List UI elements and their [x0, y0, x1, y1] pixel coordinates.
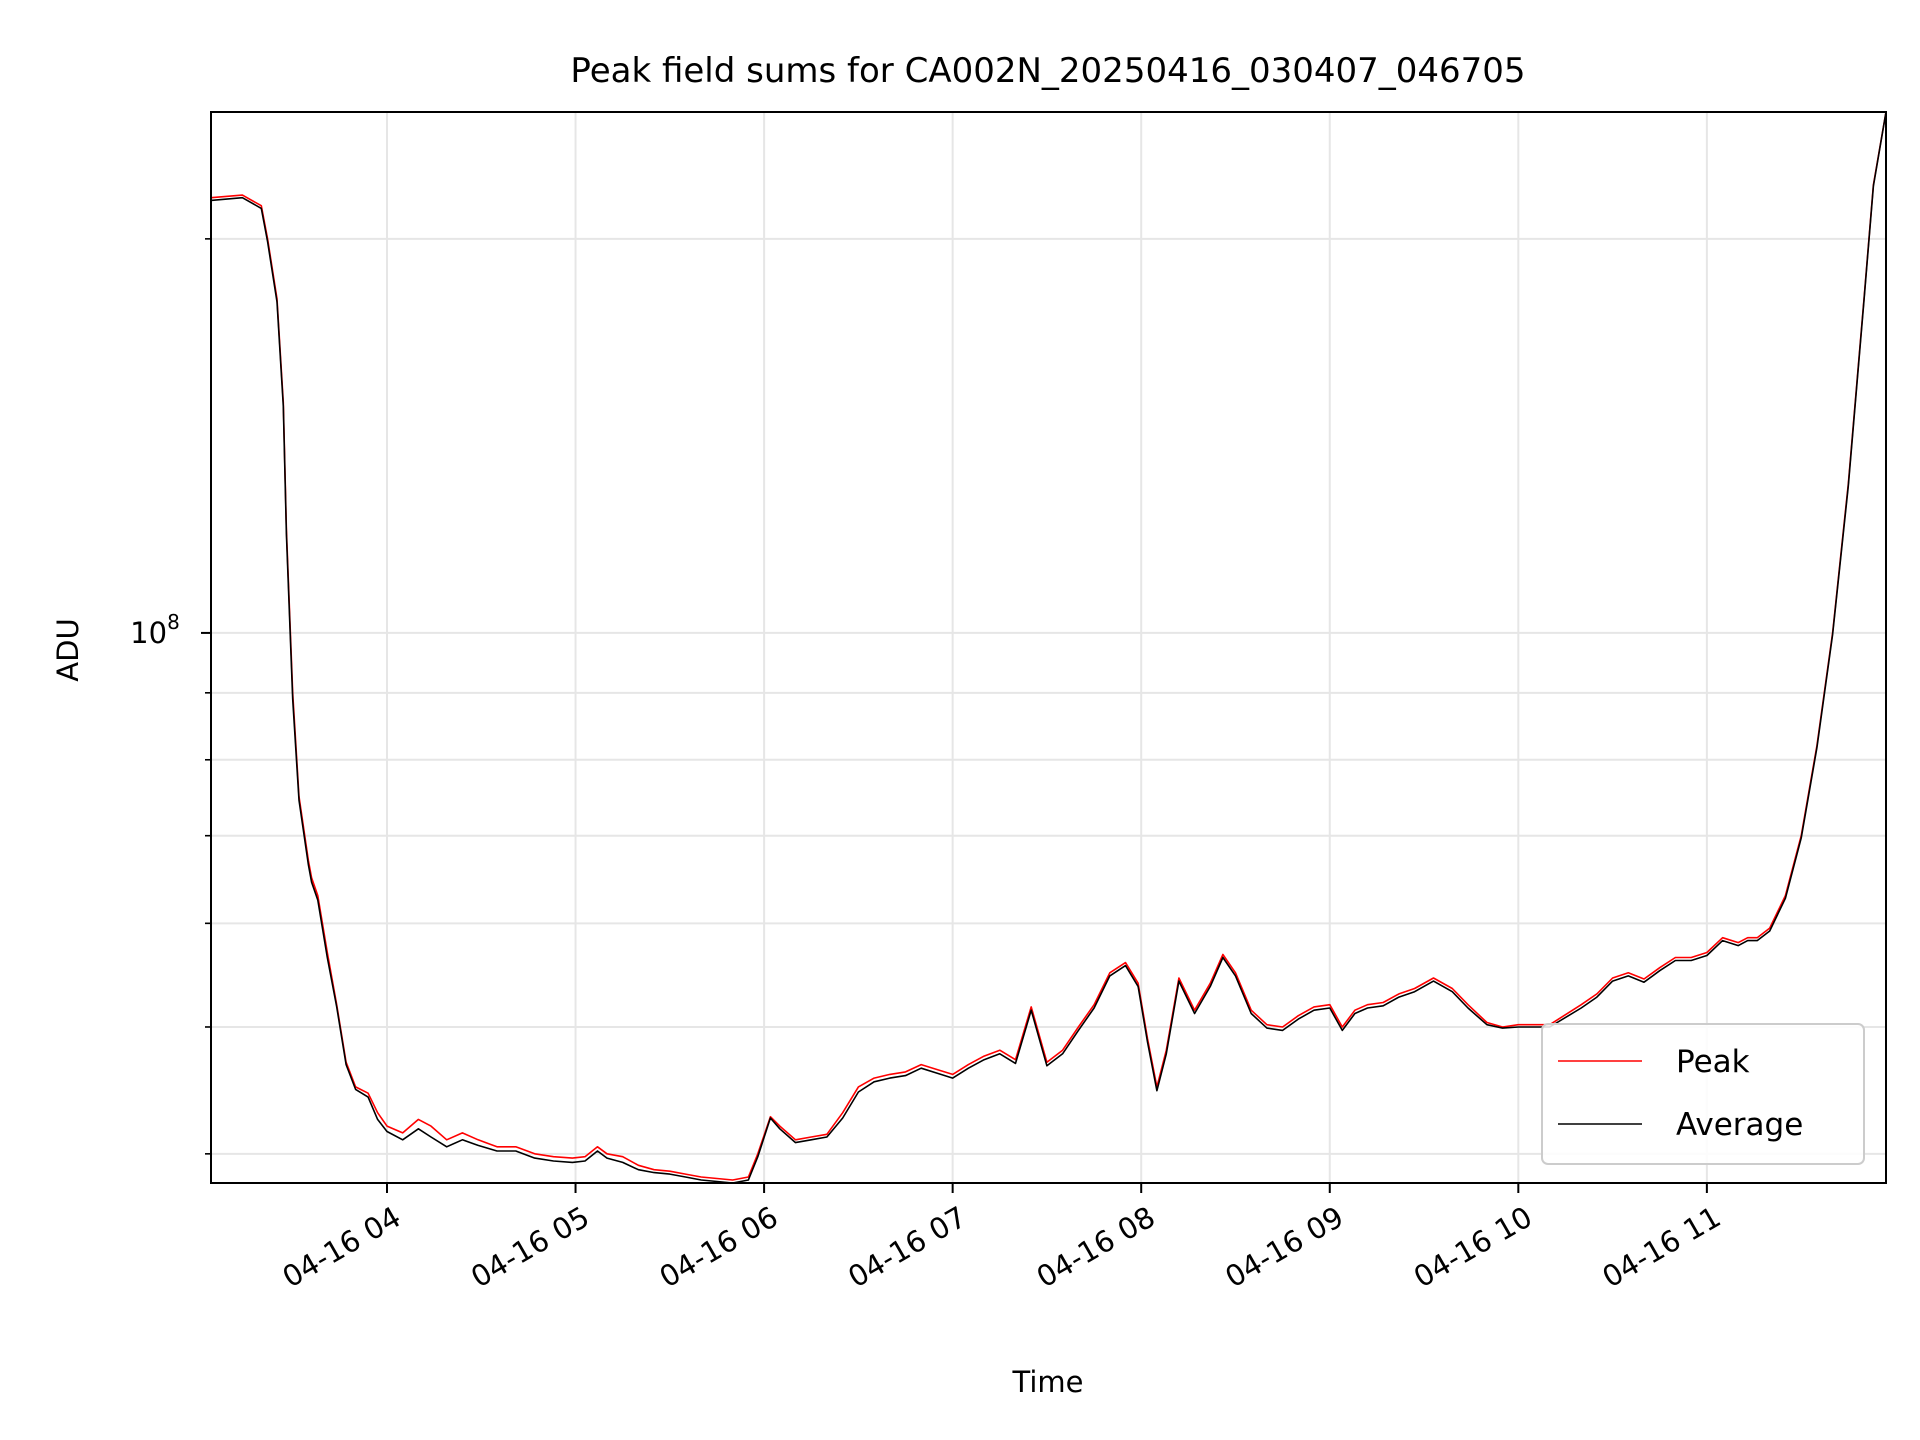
- plot-frame: [210, 111, 1887, 1184]
- x-tick-label: 04-16 08: [1031, 1200, 1161, 1295]
- y-axis-ticks: 108: [130, 238, 211, 1155]
- legend: Peak Average: [1541, 1023, 1865, 1165]
- legend-label-average: Average: [1676, 1107, 1803, 1143]
- x-tick-label: 04-16 06: [654, 1200, 784, 1295]
- y-tick-label: 108: [130, 610, 180, 650]
- x-tick-label: 04-16 05: [465, 1200, 595, 1295]
- y-tick-base: 10: [130, 616, 167, 650]
- chart-title: Peak field sums for CA002N_20250416_0304…: [570, 51, 1525, 91]
- x-tick-label: 04-16 07: [842, 1200, 972, 1295]
- x-axis-ticks: 04-16 04 04-16 05 04-16 06 04-16 07 04-16 08…: [277, 1183, 1726, 1295]
- series-layer: [211, 112, 1886, 1183]
- x-tick-label: 04-16 09: [1219, 1200, 1349, 1295]
- legend-box: [1541, 1023, 1865, 1165]
- y-axis-label: ADU: [51, 618, 85, 681]
- x-axis-label: Time: [1012, 1365, 1084, 1399]
- x-tick-label: 04-16 04: [277, 1200, 407, 1295]
- y-tick-exponent: 8: [167, 610, 180, 634]
- x-tick-label: 04-16 11: [1596, 1200, 1726, 1295]
- legend-label-peak: Peak: [1676, 1044, 1750, 1080]
- grid: [211, 112, 1886, 1183]
- series-line-average: [211, 112, 1886, 1183]
- x-tick-label: 04-16 10: [1408, 1200, 1538, 1295]
- series-line-peak: [211, 112, 1886, 1181]
